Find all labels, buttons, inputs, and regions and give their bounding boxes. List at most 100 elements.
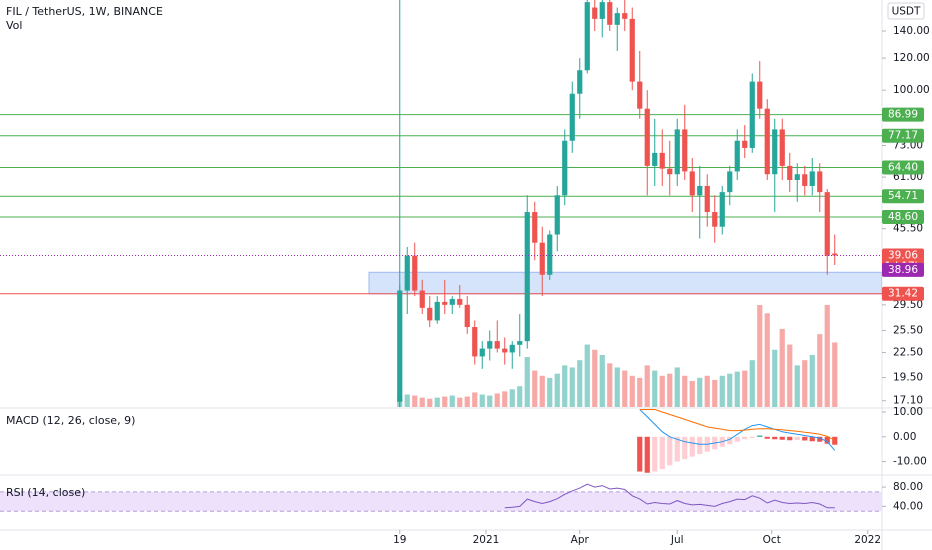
candle-body [434, 301, 440, 321]
candle-body [524, 212, 530, 342]
macd-histogram-bar [689, 436, 695, 457]
volume-bar [719, 375, 725, 407]
volume-bar [772, 349, 778, 407]
candle-body [629, 18, 635, 82]
macd-histogram-bar [764, 436, 770, 439]
macd-histogram-bar [727, 436, 733, 445]
candle-body [667, 168, 673, 175]
volume-bar [727, 373, 733, 407]
y-tick-label: 40.00 [893, 500, 923, 512]
candle-body [764, 108, 770, 175]
macd-histogram-bar [682, 436, 688, 460]
rsi-line [504, 483, 835, 509]
rsi-title: RSI (14, close) [6, 486, 85, 499]
macd-histogram-bar [772, 436, 778, 440]
macd-histogram-bar [787, 436, 793, 441]
level-label: 77.17 [888, 130, 918, 142]
chart-title: FIL / TetherUS, 1W, BINANCE [6, 5, 163, 18]
volume-bar [644, 365, 650, 407]
volume-bar [419, 397, 425, 407]
volume-bar [517, 386, 523, 407]
candle-body [562, 140, 568, 196]
candle-body [749, 81, 755, 148]
candle-body [757, 81, 763, 109]
level-box [882, 210, 924, 225]
volume-bar [779, 328, 785, 407]
candle-body [397, 290, 403, 402]
volume-bar [704, 375, 710, 407]
candle-body [457, 298, 463, 305]
volume-bar [569, 367, 575, 407]
volume-bar [449, 395, 455, 407]
macd-histogram-bar [734, 436, 740, 442]
volume-bar [689, 380, 695, 407]
candle-body [539, 242, 545, 275]
volume-bar [472, 392, 478, 407]
candle-body [727, 171, 733, 193]
macd-histogram-bar [652, 436, 658, 472]
x-tick-label: Jul [670, 534, 684, 546]
y-tick-label: 19.50 [893, 372, 923, 384]
candle-body [824, 192, 830, 256]
y-tick-label: 0.00 [893, 431, 916, 443]
volume-bar [442, 396, 448, 407]
volume-bar [592, 349, 598, 407]
y-tick-label: 45.50 [893, 223, 923, 235]
candle-body [734, 140, 740, 172]
macd-histogram-bar [824, 436, 830, 444]
candle-body [689, 171, 695, 196]
macd-histogram-bar [637, 436, 643, 472]
macd-histogram-bar [749, 436, 755, 439]
level-label: 54.71 [888, 190, 918, 202]
rsi-band [0, 491, 882, 512]
volume-bar [614, 367, 620, 407]
candle-body [742, 140, 748, 148]
marker-price-box [882, 262, 924, 277]
candle-body [607, 2, 613, 25]
candle-body [599, 2, 605, 19]
volume-bar [809, 354, 815, 407]
macd-histogram-bar [697, 436, 703, 455]
candle-body [494, 341, 500, 349]
candle-body [509, 344, 515, 353]
macd-histogram-bar [674, 436, 680, 462]
volume-bar [637, 377, 643, 407]
candle-body [449, 298, 455, 305]
macd-histogram-bar [832, 436, 838, 445]
volume-bar [674, 367, 680, 407]
candle-body [674, 129, 680, 175]
volume-bar [562, 365, 568, 407]
level-box [882, 128, 924, 143]
candle-body [614, 13, 620, 25]
candle-body [697, 185, 703, 196]
x-tick-label: Apr [571, 534, 590, 546]
candle-body [584, 2, 590, 71]
candle-body [659, 152, 665, 169]
macd-histogram-bar [742, 436, 748, 440]
volume-bar [764, 313, 770, 407]
volume-bar [787, 344, 793, 407]
volume-bar [652, 370, 658, 407]
volume-bar [494, 393, 500, 407]
volume-bar [832, 342, 838, 407]
volume-bar [547, 377, 553, 407]
candle-body [532, 212, 538, 243]
candle-body [779, 129, 785, 166]
volume-bar [824, 305, 830, 407]
candle-body [427, 307, 433, 321]
volume-bar [794, 365, 800, 407]
volume-bar [802, 360, 808, 407]
x-tick-label: Oct [763, 534, 781, 546]
level-label: 48.60 [888, 211, 918, 223]
candle-body [637, 81, 643, 109]
y-tick-label: 17.10 [893, 395, 923, 407]
candle-body [652, 152, 658, 166]
level-box [882, 286, 924, 301]
y-tick-label: 140.00 [893, 25, 930, 37]
volume-bar [629, 375, 635, 407]
volume-bar [524, 357, 530, 407]
volume-bar [622, 370, 628, 407]
volume-bar [757, 305, 763, 407]
volume-bar [607, 363, 613, 407]
